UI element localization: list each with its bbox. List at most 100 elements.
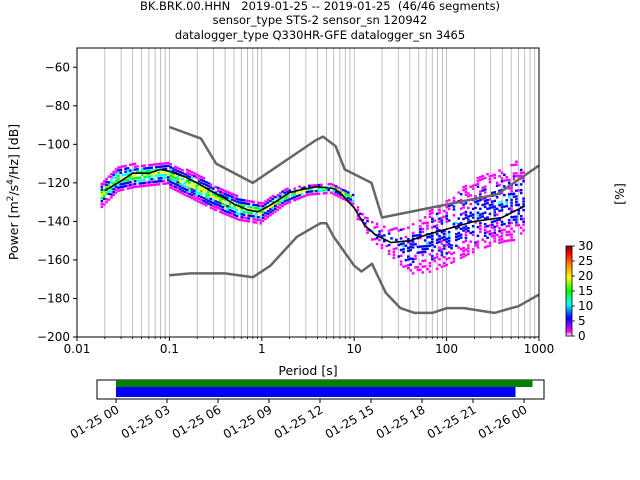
psd-cell	[517, 212, 521, 215]
psd-cell	[121, 165, 125, 168]
psd-cell	[519, 226, 523, 229]
y-axis-label-part-1: Power [m	[6, 201, 21, 260]
psd-cell	[409, 263, 413, 266]
psd-cell	[249, 200, 253, 203]
psd-cell	[278, 203, 282, 207]
psd-cell	[233, 213, 236, 217]
psd-cell	[228, 214, 232, 218]
psd-cell	[467, 244, 470, 247]
psd-cell	[500, 220, 504, 224]
psd-cell	[479, 198, 482, 202]
psd-cell	[102, 194, 106, 198]
psd-cell	[435, 224, 439, 227]
psd-cell	[202, 202, 206, 206]
psd-cell	[228, 211, 232, 215]
psd-cell	[474, 195, 477, 198]
psd-cell	[505, 225, 509, 228]
psd-cell	[221, 200, 225, 203]
psd-cell	[174, 168, 177, 171]
psd-cell	[148, 163, 151, 167]
psd-cell	[303, 186, 306, 189]
psd-cell	[193, 192, 196, 195]
psd-cell	[185, 174, 189, 177]
psd-cell	[464, 239, 468, 243]
psd-cell	[392, 256, 396, 260]
psd-cell	[476, 185, 480, 188]
psd-cell	[471, 248, 475, 251]
psd-cell	[112, 176, 116, 179]
psd-cell	[407, 266, 410, 270]
psd-cell	[438, 208, 441, 212]
psd-cell	[481, 189, 485, 192]
psd-cell	[188, 175, 191, 178]
psd-cell	[483, 191, 487, 194]
psd-cell	[138, 182, 142, 185]
psd-cell	[181, 177, 184, 181]
psd-cell	[235, 206, 239, 209]
psd-cell	[300, 190, 304, 193]
psd-cell	[433, 225, 437, 228]
psd-cell	[100, 202, 104, 206]
psd-cell	[402, 227, 405, 231]
psd-cell	[117, 166, 120, 169]
psd-cell	[476, 202, 480, 206]
timeline-bar-data	[116, 380, 533, 387]
psd-cell	[517, 174, 521, 178]
psd-cell	[334, 193, 338, 197]
psd-cell	[254, 221, 258, 224]
psd-cell	[102, 183, 106, 186]
psd-cell	[269, 211, 272, 214]
psd-cell	[438, 220, 441, 223]
psd-cell	[202, 188, 206, 191]
psd-cell	[512, 215, 516, 219]
psd-cell	[190, 173, 194, 177]
psd-cell	[148, 181, 151, 184]
psd-cell	[131, 186, 135, 189]
psd-cell	[423, 259, 427, 262]
psd-cell	[174, 177, 177, 180]
psd-cell	[438, 240, 441, 244]
psd-cell	[193, 172, 196, 175]
psd-cell	[124, 164, 127, 168]
psd-cell	[209, 197, 213, 201]
psd-cell	[216, 206, 220, 210]
psd-cell	[447, 199, 451, 202]
psd-cell	[235, 203, 239, 206]
psd-cell	[233, 196, 236, 199]
psd-cell	[117, 169, 120, 172]
psd-cell	[252, 200, 255, 204]
psd-cell	[171, 173, 175, 176]
psd-cell	[183, 187, 187, 191]
psd-cell	[226, 205, 229, 208]
psd-cell	[117, 189, 120, 192]
psd-cell	[435, 267, 439, 271]
colorbar-tick-label: 25	[578, 254, 593, 268]
psd-cell	[421, 253, 425, 257]
psd-cell	[197, 191, 201, 195]
psd-cell	[242, 199, 246, 202]
psd-cell	[483, 223, 487, 226]
psd-cell	[488, 180, 492, 184]
psd-cell	[312, 192, 316, 196]
psd-cell	[178, 167, 182, 171]
psd-cell	[209, 206, 213, 209]
psd-cell	[252, 203, 255, 207]
y-axis-label-sup-2: 4	[6, 179, 16, 185]
psd-cell	[226, 190, 229, 194]
psd-cell	[510, 198, 513, 202]
psd-cell	[479, 230, 482, 234]
psd-cell	[288, 198, 292, 201]
psd-cell	[129, 183, 132, 187]
psd-cell	[252, 218, 255, 221]
psd-cell	[488, 212, 492, 216]
psd-cell	[339, 187, 343, 191]
psd-cell	[462, 252, 465, 255]
psd-cell	[195, 190, 199, 194]
psd-cell	[421, 259, 425, 263]
psd-cell	[327, 183, 331, 186]
psd-cell	[483, 202, 487, 206]
psd-cell	[214, 194, 217, 197]
psd-cell	[178, 182, 182, 185]
psd-cell	[223, 212, 227, 216]
psd-cell	[119, 186, 123, 189]
